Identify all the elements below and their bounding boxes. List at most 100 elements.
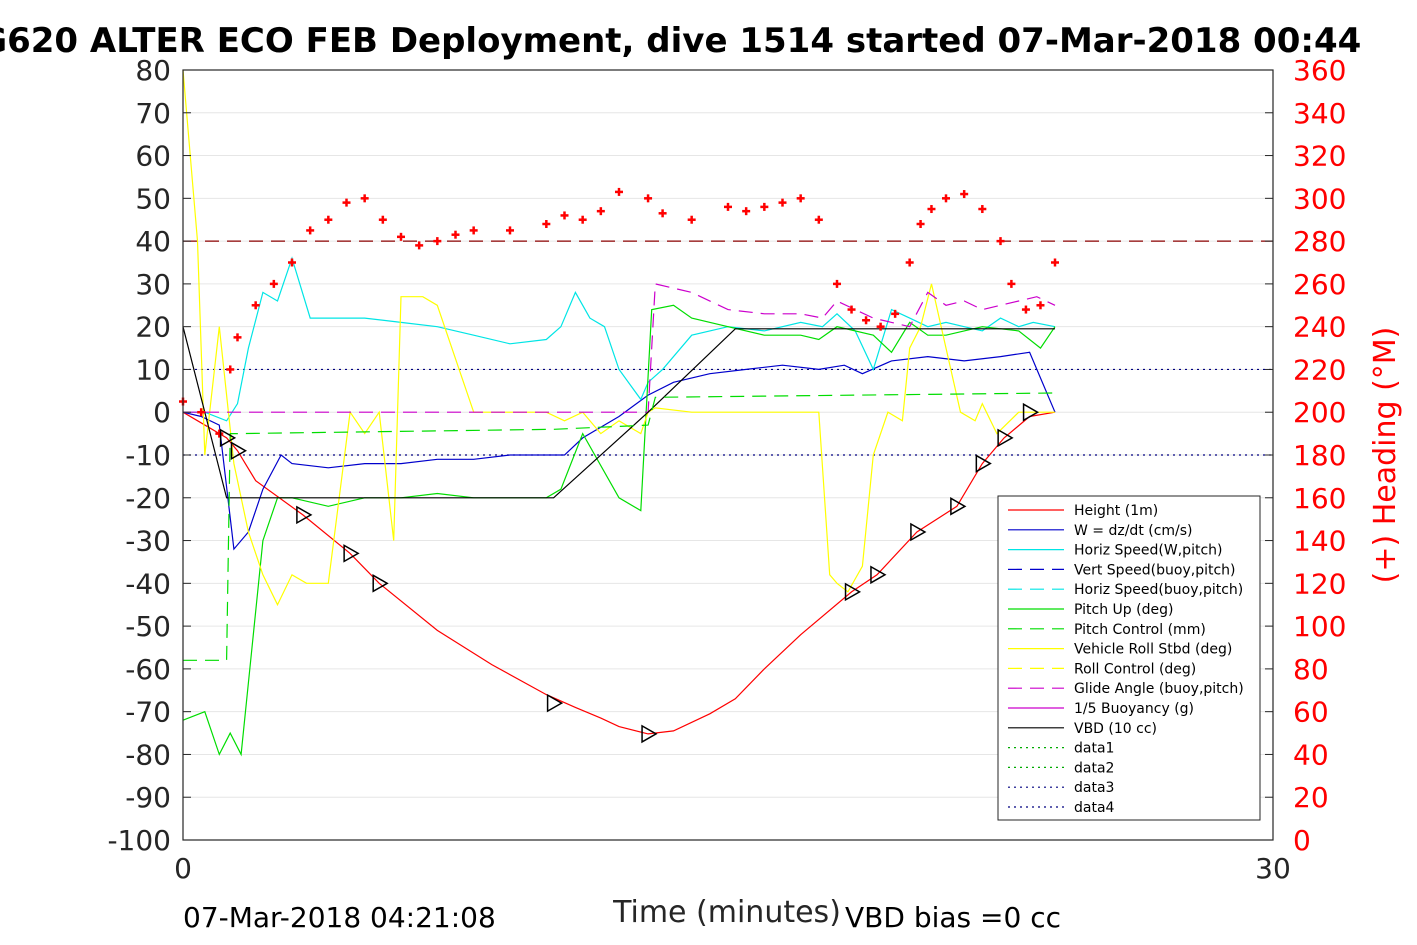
y-axis-right-label: (+) Heading (°M) bbox=[1368, 327, 1403, 584]
triangle-marker bbox=[296, 505, 313, 525]
y-tick-label: -70 bbox=[125, 696, 171, 729]
heading-point bbox=[251, 301, 260, 310]
y-right-tick-label: 0 bbox=[1293, 824, 1311, 857]
y-tick-label: -20 bbox=[125, 482, 171, 515]
y-right-tick-label: 60 bbox=[1293, 696, 1329, 729]
legend-label: W = dz/dt (cm/s) bbox=[1074, 523, 1193, 539]
y-right-tick-label: 220 bbox=[1293, 353, 1346, 386]
heading-point bbox=[233, 333, 242, 342]
heading-point bbox=[942, 194, 950, 203]
legend-label: 1/5 Buoyancy (g) bbox=[1074, 701, 1194, 717]
triangle-marker bbox=[343, 544, 360, 563]
y-tick-label: -60 bbox=[125, 653, 171, 686]
y-right-tick-label: 80 bbox=[1293, 653, 1329, 686]
legend-label: data3 bbox=[1074, 780, 1114, 796]
y-right-tick-label: 20 bbox=[1293, 781, 1329, 814]
y-tick-label: 40 bbox=[135, 225, 171, 258]
markers bbox=[219, 402, 1040, 744]
legend-label: Glide Angle (buoy,pitch) bbox=[1074, 681, 1244, 697]
heading-point bbox=[433, 237, 442, 246]
legend-label: Vehicle Roll Stbd (deg) bbox=[1074, 642, 1232, 658]
heading-point bbox=[397, 232, 405, 241]
y-tick-label: -40 bbox=[125, 567, 171, 600]
heading-point bbox=[578, 215, 587, 224]
heading-point bbox=[288, 258, 296, 267]
y-tick-label: -50 bbox=[125, 610, 171, 643]
heading-point bbox=[1007, 279, 1016, 288]
heading-point bbox=[978, 205, 987, 214]
triangle-marker bbox=[844, 582, 862, 602]
heading-point bbox=[927, 205, 936, 214]
triangle-marker bbox=[372, 574, 389, 593]
y-right-tick-label: 340 bbox=[1293, 97, 1346, 130]
series-line-height bbox=[182, 411, 1056, 735]
y-axis-left-ticks: 80 70 60 50 40 30 20 10 0 -10 -20 -30 -40 -50 -60 -70 -8… bbox=[107, 54, 191, 857]
legend-label: data4 bbox=[1074, 800, 1115, 816]
legend-label: Horiz Speed(W,pitch) bbox=[1074, 543, 1222, 559]
legend-label: data2 bbox=[1074, 760, 1114, 776]
y-tick-label: -80 bbox=[125, 738, 171, 771]
series-line-pitch_ctrl bbox=[183, 392, 1056, 661]
heading-point bbox=[615, 187, 623, 196]
y-tick-label: 20 bbox=[135, 311, 171, 344]
heading-point bbox=[596, 207, 605, 216]
heading-point bbox=[916, 220, 925, 228]
heading-point bbox=[1021, 305, 1030, 314]
legend-label: data1 bbox=[1074, 741, 1114, 757]
heading-point bbox=[1051, 258, 1059, 267]
legend-label: Roll Control (deg) bbox=[1074, 661, 1196, 677]
series-line-pitch bbox=[182, 304, 1056, 757]
y-right-tick-label: 40 bbox=[1293, 738, 1329, 771]
series-line-w bbox=[182, 351, 1056, 551]
triangle-marker bbox=[950, 497, 967, 516]
y-right-tick-label: 260 bbox=[1293, 268, 1346, 301]
heading-point bbox=[269, 279, 278, 288]
legend-label: Pitch Control (mm) bbox=[1074, 622, 1206, 638]
y-tick-label: 10 bbox=[135, 353, 171, 386]
heading-point bbox=[542, 220, 551, 228]
triangle-marker bbox=[910, 522, 927, 542]
heading-point bbox=[215, 429, 224, 438]
heading-point bbox=[469, 226, 478, 235]
heading-point bbox=[197, 408, 206, 417]
y-right-tick-label: 360 bbox=[1293, 54, 1346, 87]
series-line-horiz bbox=[183, 256, 1056, 422]
heading-point bbox=[644, 194, 653, 203]
heading-point bbox=[360, 194, 369, 203]
heading-point bbox=[226, 365, 235, 374]
heading-point bbox=[1036, 301, 1045, 310]
triangle-marker bbox=[997, 428, 1014, 448]
heading-point bbox=[415, 241, 424, 250]
footer-vbd-bias: VBD bias =0 cc bbox=[845, 901, 1061, 934]
y-tick-label: 80 bbox=[135, 54, 171, 87]
heading-point bbox=[891, 309, 900, 318]
heading-point bbox=[306, 226, 315, 235]
triangle-marker bbox=[546, 693, 564, 713]
y-right-tick-label: 120 bbox=[1293, 567, 1346, 600]
heading-point bbox=[862, 316, 871, 325]
y-tick-label: 50 bbox=[135, 182, 171, 215]
heading-point bbox=[742, 207, 751, 216]
y-tick-label: 0 bbox=[153, 396, 171, 429]
heading-point bbox=[724, 202, 732, 211]
heading-point bbox=[996, 237, 1005, 246]
y-right-tick-label: 240 bbox=[1293, 311, 1346, 344]
y-right-tick-label: 200 bbox=[1293, 396, 1346, 429]
heading-point bbox=[760, 202, 769, 211]
series-line-glide bbox=[183, 283, 1056, 413]
y-right-tick-label: 320 bbox=[1293, 140, 1346, 173]
y-right-tick-label: 280 bbox=[1293, 225, 1346, 258]
legend-label: Horiz Speed(buoy,pitch) bbox=[1074, 582, 1243, 598]
x-tick-label: 0 bbox=[174, 852, 192, 885]
heading-point bbox=[876, 322, 885, 331]
heading-point bbox=[342, 198, 351, 207]
y-tick-label: 30 bbox=[135, 268, 171, 301]
triangle-marker bbox=[641, 724, 658, 744]
legend-label: Pitch Up (deg) bbox=[1074, 602, 1173, 618]
triangle-marker bbox=[870, 565, 887, 585]
heading-point bbox=[451, 230, 460, 239]
heading-point bbox=[506, 226, 514, 235]
heading-point bbox=[814, 215, 823, 224]
triangle-marker bbox=[219, 428, 237, 448]
